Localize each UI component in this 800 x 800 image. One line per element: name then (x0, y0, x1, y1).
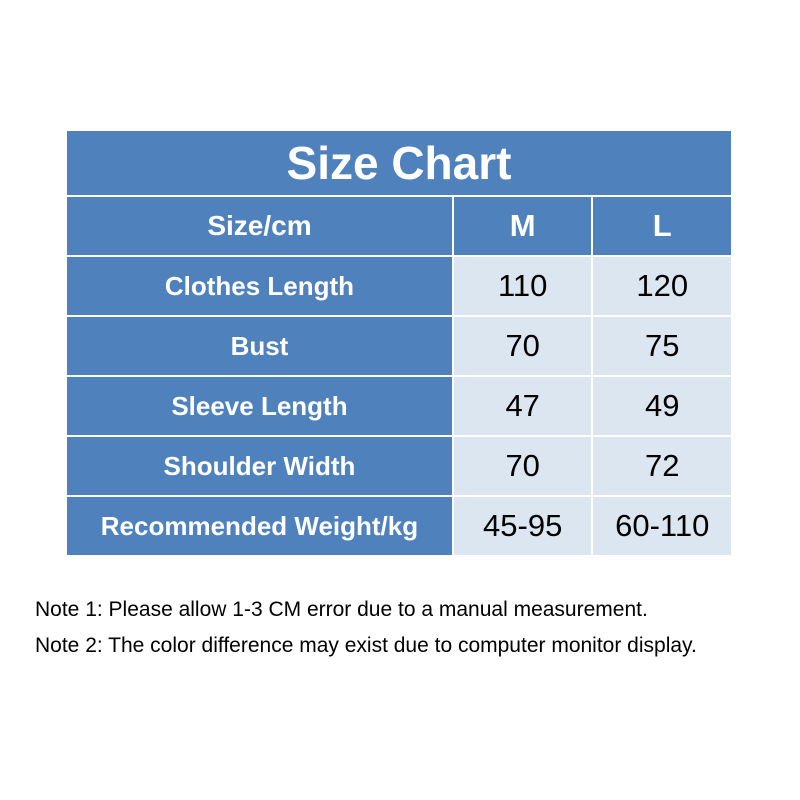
table-row: Bust 70 75 (65, 315, 733, 377)
cell-l: 49 (591, 375, 733, 437)
cell-l: 75 (591, 315, 733, 377)
row-label: Recommended Weight/kg (65, 495, 454, 557)
table-row: Sleeve Length 47 49 (65, 375, 733, 437)
table-row: Recommended Weight/kg 45-95 60-110 (65, 495, 733, 557)
table-row: Shoulder Width 70 72 (65, 435, 733, 497)
cell-m: 45-95 (451, 495, 594, 557)
table-title: Size Chart (65, 131, 733, 197)
cell-m: 70 (451, 435, 594, 497)
cell-l: 72 (591, 435, 733, 497)
size-chart-table: Size Chart Size/cm M L Clothes Length 110… (65, 131, 733, 557)
header-l: L (591, 195, 733, 257)
row-label: Shoulder Width (65, 435, 454, 497)
header-m: M (451, 195, 594, 257)
cell-m: 47 (451, 375, 594, 437)
header-row: Size/cm M L (65, 195, 733, 257)
header-size: Size/cm (65, 195, 454, 257)
cell-m: 70 (451, 315, 594, 377)
cell-l: 120 (591, 255, 733, 317)
table-row: Clothes Length 110 120 (65, 255, 733, 317)
note-2: Note 2: The color difference may exist d… (35, 634, 697, 657)
row-label: Bust (65, 315, 454, 377)
note-1: Note 1: Please allow 1-3 CM error due to… (35, 598, 648, 621)
row-label: Clothes Length (65, 255, 454, 317)
cell-l: 60-110 (591, 495, 733, 557)
row-label: Sleeve Length (65, 375, 454, 437)
cell-m: 110 (451, 255, 594, 317)
